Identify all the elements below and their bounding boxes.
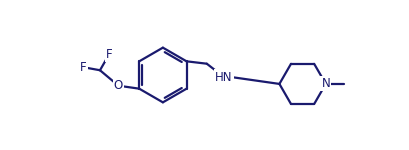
Text: F: F (80, 61, 87, 74)
Text: N: N (321, 77, 330, 90)
Text: F: F (106, 48, 112, 61)
Text: HN: HN (215, 71, 233, 84)
Text: O: O (114, 79, 123, 92)
